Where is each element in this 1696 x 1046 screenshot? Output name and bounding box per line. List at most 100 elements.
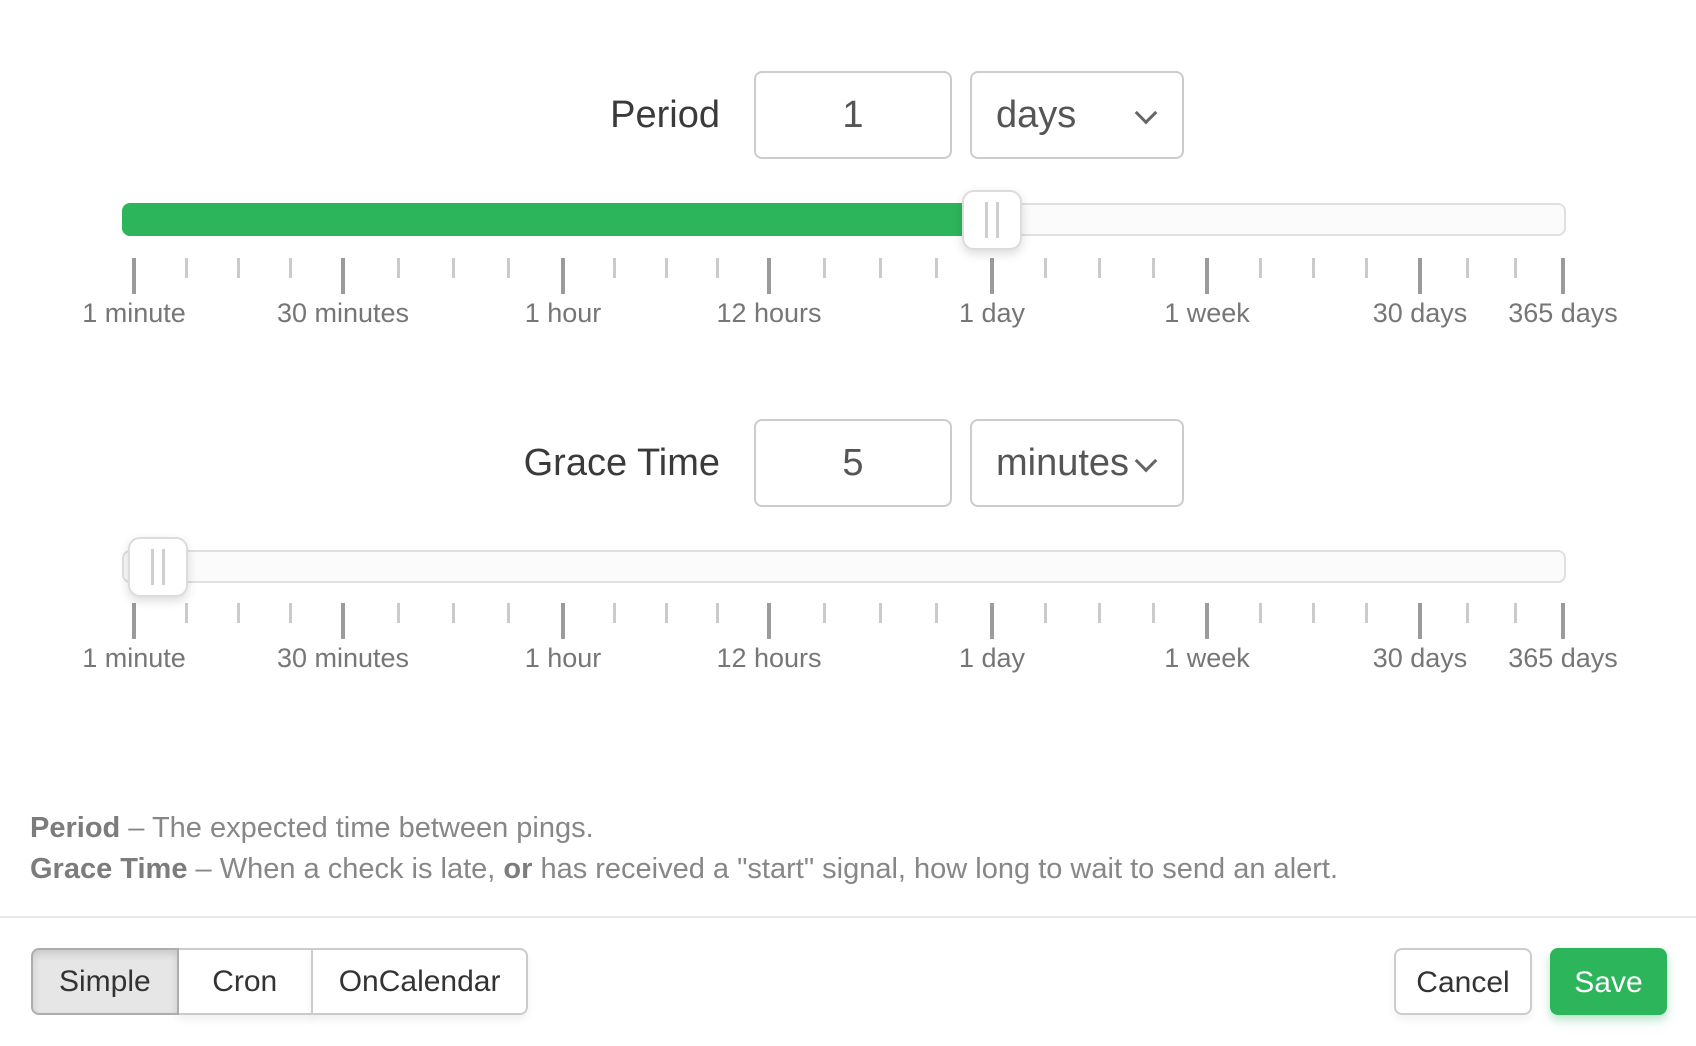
tick-minor	[1258, 258, 1262, 278]
mode-button-cron[interactable]: Cron	[176, 948, 313, 1015]
tick-label: 1 day	[958, 298, 1026, 328]
tick-major	[1561, 258, 1565, 294]
tick-minor	[1513, 603, 1517, 623]
tick-minor	[879, 603, 882, 623]
period-help-line: Period – The expected time between pings…	[30, 812, 594, 844]
tick-label: 30 days	[1372, 643, 1468, 673]
tick-minor	[1513, 258, 1517, 278]
tick-minor	[289, 258, 293, 278]
mode-button-simple[interactable]: Simple	[31, 948, 179, 1015]
period-unit-value: days	[996, 94, 1077, 136]
tick-label: 365 days	[1508, 298, 1618, 328]
grace-slider-track[interactable]	[122, 550, 1566, 583]
help-text: Period – The expected time between pings…	[30, 808, 1338, 890]
cancel-button[interactable]: Cancel	[1394, 948, 1532, 1015]
tick-major	[1418, 258, 1422, 294]
tick-label: 1 week	[1164, 643, 1250, 673]
tick-minor	[1151, 258, 1155, 278]
tick-minor	[613, 258, 616, 278]
tick-minor	[1258, 603, 1262, 623]
tick-minor	[716, 603, 719, 623]
tick-label: 1 hour	[524, 643, 602, 673]
tick-major	[132, 603, 136, 639]
tick-major	[767, 258, 771, 294]
tick-major	[1561, 603, 1565, 639]
grace-slider-scale: 1 minute 30 minutes 1 hour 12 hours 1 day 1 w…	[0, 603, 1696, 689]
tick-minor	[823, 258, 827, 278]
tick-minor	[716, 258, 719, 278]
tick-major	[132, 258, 136, 294]
tick-minor	[451, 258, 455, 278]
grace-label: Grace Time	[523, 442, 720, 484]
tick-minor	[451, 603, 455, 623]
tick-minor	[879, 258, 882, 278]
tick-minor	[1312, 258, 1315, 278]
tick-minor	[237, 258, 240, 278]
tick-major	[767, 603, 771, 639]
tick-label: 1 hour	[524, 298, 602, 328]
tick-minor	[237, 603, 240, 623]
slider-grip-icon	[151, 549, 165, 585]
slider-grip-icon	[985, 202, 999, 238]
period-slider-handle[interactable]	[962, 190, 1022, 250]
tick-minor	[396, 603, 400, 623]
tick-major	[341, 603, 345, 639]
tick-minor	[289, 603, 293, 623]
tick-minor	[664, 603, 668, 623]
tick-label: 12 hours	[716, 298, 822, 328]
grace-help-line: Grace Time – When a check is late, or ha…	[30, 853, 1339, 885]
grace-unit-value: minutes	[996, 442, 1130, 484]
tick-major	[341, 258, 345, 294]
tick-major	[1205, 258, 1209, 294]
tick-minor	[664, 258, 668, 278]
tick-major	[990, 603, 994, 639]
schedule-mode-group: Simple Cron OnCalendar	[31, 948, 529, 1015]
tick-minor	[396, 258, 400, 278]
tick-major	[1205, 603, 1209, 639]
tick-label: 365 days	[1508, 643, 1618, 673]
save-button[interactable]: Save	[1550, 948, 1667, 1015]
tick-minor	[506, 258, 510, 278]
tick-minor	[934, 258, 938, 278]
grace-unit-select[interactable]: minutes	[970, 419, 1184, 507]
tick-label: 1 minute	[82, 643, 186, 673]
tick-minor	[934, 603, 938, 623]
period-slider-scale: 1 minute 30 minutes 1 hour 12 hours 1 day 1 w…	[0, 258, 1696, 344]
tick-label: 1 minute	[82, 298, 186, 328]
footer-divider	[0, 916, 1696, 918]
tick-minor	[1365, 258, 1369, 278]
tick-label: 1 week	[1164, 298, 1250, 328]
tick-minor	[1466, 258, 1470, 278]
tick-minor	[506, 603, 510, 623]
chevron-down-icon	[1134, 101, 1158, 125]
tick-minor	[1044, 258, 1048, 278]
mode-button-oncalendar[interactable]: OnCalendar	[310, 948, 529, 1015]
tick-major	[1418, 603, 1422, 639]
period-slider-fill	[122, 203, 992, 236]
tick-minor	[1466, 603, 1470, 623]
grace-slider-handle[interactable]	[128, 537, 188, 597]
chevron-down-icon	[1134, 449, 1158, 473]
tick-minor	[1044, 603, 1048, 623]
tick-label: 30 minutes	[276, 298, 410, 328]
tick-label: 1 day	[958, 643, 1026, 673]
tick-minor	[1098, 603, 1101, 623]
period-unit-select[interactable]: days	[970, 71, 1184, 159]
tick-major	[990, 258, 994, 294]
tick-major	[561, 603, 565, 639]
tick-minor	[1098, 258, 1101, 278]
tick-minor	[184, 603, 188, 623]
tick-minor	[1151, 603, 1155, 623]
tick-minor	[613, 603, 616, 623]
tick-label: 30 minutes	[276, 643, 410, 673]
tick-label: 30 days	[1372, 298, 1468, 328]
tick-minor	[823, 603, 827, 623]
grace-value-input[interactable]	[754, 419, 952, 507]
tick-major	[561, 258, 565, 294]
period-label: Period	[610, 94, 720, 136]
tick-minor	[1365, 603, 1369, 623]
tick-label: 12 hours	[716, 643, 822, 673]
period-value-input[interactable]	[754, 71, 952, 159]
tick-minor	[1312, 603, 1315, 623]
